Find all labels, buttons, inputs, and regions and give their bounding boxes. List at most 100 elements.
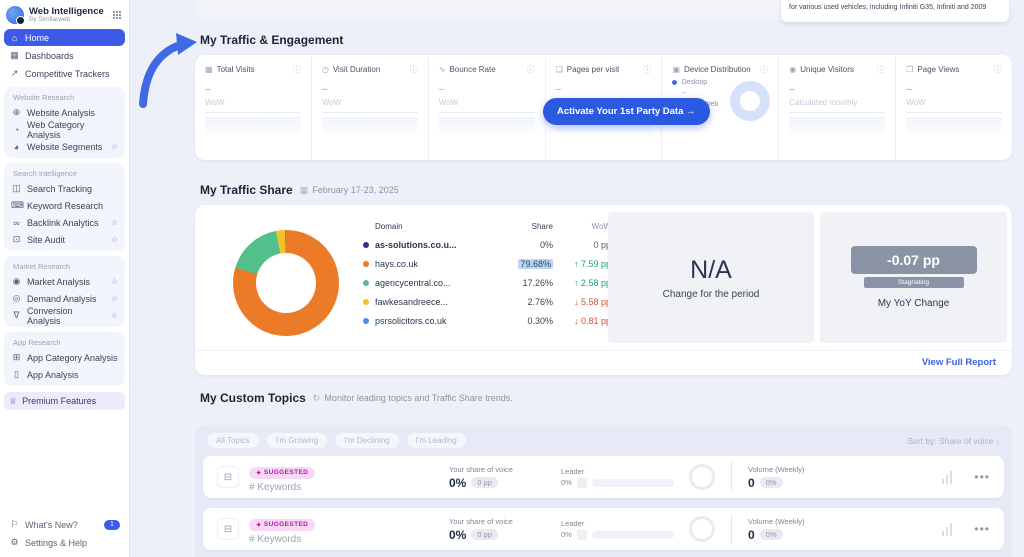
sidebar-item-premium-features[interactable]: ♕ Premium Features [4,392,125,410]
topic-name: # Keywords [249,533,302,545]
topic-row[interactable]: ⊟ ✦ SUGGESTED # Keywords Your share of vo… [203,508,1004,550]
sidebar-item-label: Market Analysis [27,276,91,287]
table-row[interactable]: hays.co.uk 79.68% ↑ 7.59 pp [363,254,611,273]
link-icon: ∞ [13,217,20,228]
filter-im-growing[interactable]: I'm Growing [266,433,328,448]
topic-row[interactable]: ⊟ ✦ SUGGESTED # Keywords Your share of vo… [203,456,1004,498]
sidebar-item-keyword-research[interactable]: ⌨ Keyword Research [6,197,123,214]
sidebar-item-market-analysis[interactable]: ◉ Market Analysis ☆ [6,273,123,290]
sidebar-item-label: Search Tracking [27,183,93,194]
leader-share: 0% [561,478,572,487]
volume-column-label: Volume (Weekly) [748,516,805,526]
clock-icon: ◷ [321,65,329,74]
filter-all-topics[interactable]: All Topics [207,433,259,448]
device-distribution-donut [730,81,771,121]
period-change-label: Change for the period [662,288,760,300]
sidebar-item-search-tracking[interactable]: ◫ Search Tracking [6,180,123,197]
yoy-change-panel: -0.07 pp Stagnating My YoY Change [820,212,1007,343]
sidebar-item-label: App Category Analysis [27,352,118,363]
whats-new-button[interactable]: ⚐ What's New? 1 [4,516,125,533]
sidebar-item-label: Web Category Analysis [27,119,85,140]
pie-chart-icon: ◔ [13,124,20,135]
sidebar-item-website-analysis[interactable]: ⊕ Website Analysis [6,104,123,121]
favorite-star-icon[interactable]: ☆ [110,311,118,320]
metric-sub: Calculated monthly [789,98,858,107]
table-header-row: Domain Share WoW [375,222,611,231]
sidebar-item-app-analysis[interactable]: ▯ App Analysis [6,366,123,383]
sidebar-item-competitive-trackers[interactable]: ↗ Competitive Trackers [4,65,125,82]
metric-value: – [789,84,795,95]
custom-topics-title: My Custom Topics [200,391,306,405]
table-row[interactable]: fawkesandreece... 2.76% ↓ 5.58 pp [363,292,611,311]
domain-dot [363,317,369,324]
activate-first-party-data-button[interactable]: Activate Your 1st Party Data → [543,98,710,125]
sov-change-pill: 0 pp [471,529,498,540]
leader-name-skeleton [591,478,674,487]
sidebar-item-conversion-analysis[interactable]: ∇ Conversion Analysis ☆ [6,306,123,326]
sidebar-group-website-research: Website Research ⊕ Website Analysis ◔ We… [4,87,125,158]
share-cell: 0% [539,239,553,250]
info-icon[interactable]: ⓘ [877,65,886,74]
metric-value: – [906,84,912,95]
metric-value: – [438,84,445,95]
info-icon[interactable]: ⓘ [643,65,652,74]
sidebar-item-dashboards[interactable]: ▦ Dashboards [4,47,125,64]
period-change-value: N/A [690,255,732,284]
tooltip-text: for various used vehicles, including Inf… [789,4,987,11]
sidebar-item-app-category-analysis[interactable]: ⊞ App Category Analysis [6,349,123,366]
app-logo-row: Web Intelligence By Similarweb [0,0,129,28]
traffic-share-title: My Traffic Share [200,183,293,197]
topic-icon: ⊟ [217,466,239,488]
mobile-phone-icon: ▯ [14,369,19,379]
filter-im-declining[interactable]: I'm Declining [335,433,399,448]
info-icon[interactable]: ⓘ [409,65,418,74]
table-row[interactable]: psrsolicitors.co.uk 0.30% ↓ 0.81 pp [363,311,611,330]
sidebar: Web Intelligence By Similarweb ⌂ Home ▦ … [0,0,130,557]
trend-chart-icon: ↗ [10,68,19,78]
sidebar-item-web-category-analysis[interactable]: ◔ Web Category Analysis [6,119,123,140]
info-icon[interactable]: ⓘ [760,65,769,74]
info-icon[interactable]: ⓘ [994,65,1003,74]
suggested-badge: ✦ SUGGESTED [249,466,316,479]
app-title: Web Intelligence [29,5,104,17]
mini-bar-chart-icon [942,470,953,484]
sov-change-pill: 0 pp [471,477,498,488]
metric-value: – [321,84,328,95]
domain-dot [363,241,369,248]
info-icon[interactable]: ⓘ [526,65,535,74]
share-cell: 0.30% [527,315,553,326]
info-icon[interactable]: ⓘ [292,65,301,74]
market-chart-icon: ◉ [12,276,21,286]
sidebar-item-backlink-analytics[interactable]: ∞ Backlink Analytics ☆ [6,214,123,231]
app-category-icon: ⊞ [12,352,21,362]
audit-icon: ⊡ [12,234,21,244]
table-row[interactable]: agencycentral.co... 17.26% ↑ 2.58 pp [363,273,611,292]
sidebar-item-site-audit[interactable]: ⊡ Site Audit ☆ [6,231,123,248]
settings-help-button[interactable]: ⚙ Settings & Help [4,534,125,551]
favorite-star-icon[interactable]: ☆ [110,218,118,227]
favorite-star-icon[interactable]: ☆ [110,142,118,151]
row-menu-button[interactable]: ••• [974,470,990,484]
metric-sub: WoW [205,98,225,107]
domain-cell: agencycentral.co... [375,277,451,288]
favorite-star-icon[interactable]: ☆ [110,277,118,286]
row-menu-button[interactable]: ••• [974,522,990,536]
favorite-star-icon[interactable]: ☆ [110,294,118,303]
sidebar-item-demand-analysis[interactable]: ◎ Demand Analysis ☆ [6,290,123,307]
megaphone-icon: ⚐ [10,519,19,529]
wow-cell: ↓ 0.81 pp [573,315,611,326]
volume-value: 0 [748,475,755,490]
app-launcher-icon[interactable] [113,11,121,19]
filter-im-leading[interactable]: I'm Leading [406,433,466,448]
table-row[interactable]: as-solutions.co.u... 0% 0 pp [363,235,611,254]
wow-cell: ↑ 2.58 pp [573,277,611,288]
sidebar-item-website-segments[interactable]: ◕ Website Segments ☆ [6,138,123,155]
favorite-star-icon[interactable]: ☆ [110,235,118,244]
sort-by-control[interactable]: Sort by: Share of voice ↓ [907,435,1000,446]
view-full-report-link[interactable]: View Full Report [921,357,996,368]
metric-skeleton [205,117,301,133]
wow-cell: 0 pp [593,239,611,250]
sidebar-item-home[interactable]: ⌂ Home [4,29,125,46]
sidebar-item-label: Competitive Trackers [25,68,110,79]
traffic-share-donut [233,230,339,336]
